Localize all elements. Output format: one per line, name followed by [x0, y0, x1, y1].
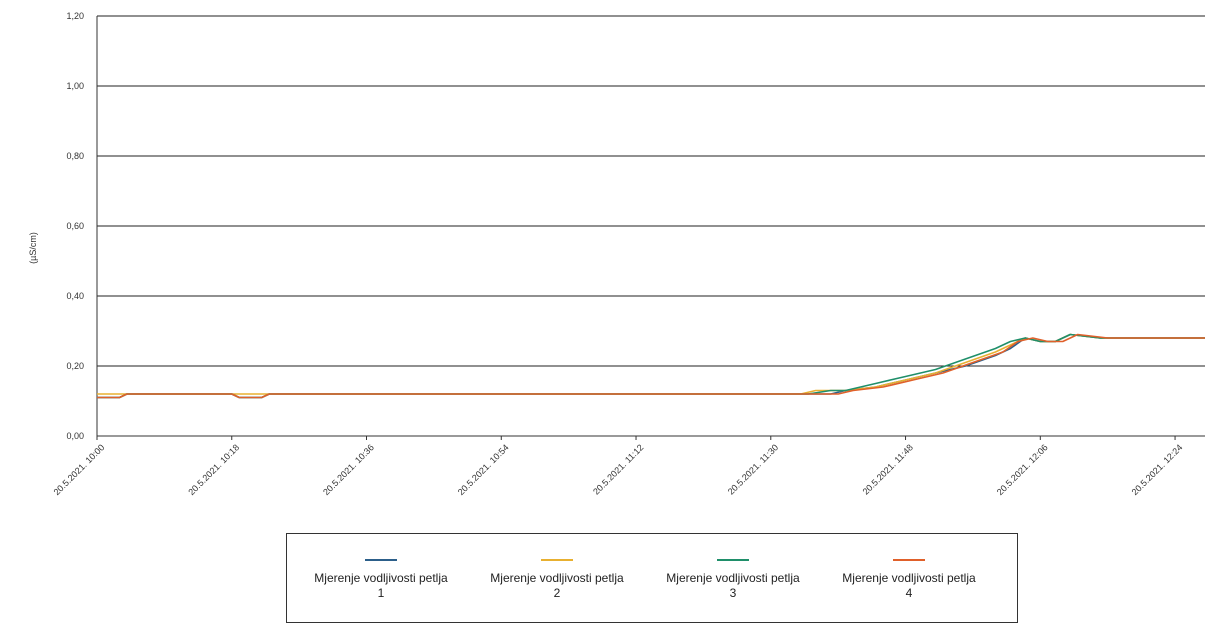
series-line-2: [97, 333, 1205, 395]
legend-label-1-number: 1: [377, 586, 385, 600]
x-axis-ticks: 20.5.2021. 10:00 20.5.2021. 10:18 20.5.202…: [52, 436, 1185, 497]
y-tick-label: 0,80: [66, 151, 84, 161]
x-tick-label: 20.5.2021. 12:24: [1130, 442, 1185, 497]
y-tick-label: 0,20: [66, 361, 84, 371]
x-tick-label: 20.5.2021. 10:54: [456, 442, 511, 497]
series-line-4: [97, 333, 1205, 399]
x-tick-label: 20.5.2021. 10:00: [52, 442, 107, 497]
x-tick-label: 20.5.2021. 11:48: [861, 442, 915, 496]
y-tick-label: 1,00: [66, 81, 84, 91]
x-tick-label: 20.5.2021. 10:18: [186, 442, 241, 497]
gridlines: [96, 15, 1205, 437]
legend: Mjerenje vodljivosti petlja 1 Mjerenje v…: [286, 533, 1018, 623]
legend-label-4: Mjerenje vodljivosti petlja: [842, 571, 976, 585]
legend-item-1: Mjerenje vodljivosti petlja 1: [293, 534, 469, 601]
legend-label-2-number: 2: [553, 586, 561, 600]
legend-label-3: Mjerenje vodljivosti petlja: [666, 571, 800, 585]
legend-label-4-number: 4: [905, 586, 913, 600]
y-tick-label: 1,20: [66, 11, 84, 21]
legend-swatch-3: [717, 559, 749, 561]
x-tick-label: 20.5.2021. 11:12: [591, 442, 645, 496]
x-tick-label: 20.5.2021. 12:06: [995, 442, 1050, 497]
legend-swatch-4: [893, 559, 925, 561]
x-tick-label: 20.5.2021. 11:30: [726, 442, 780, 496]
legend-swatch-2: [541, 559, 573, 561]
y-tick-label: 0,00: [66, 431, 84, 441]
y-tick-label: 0,60: [66, 221, 84, 231]
series-lines: [97, 333, 1205, 399]
legend-label-1: Mjerenje vodljivosti petlja: [314, 571, 448, 585]
y-axis-ticks: 0,00 0,20 0,40 0,60 0,80 1,00 1,20: [66, 11, 84, 441]
legend-item-2: Mjerenje vodljivosti petlja 2: [469, 534, 645, 601]
y-axis-label: (µS/cm): [28, 232, 38, 264]
legend-item-4: Mjerenje vodljivosti petlja 4: [821, 534, 997, 601]
legend-label-3-number: 3: [729, 586, 737, 600]
legend-label-2: Mjerenje vodljivosti petlja: [490, 571, 624, 585]
line-chart: 0,00 0,20 0,40 0,60 0,80 1,00 1,20 20.5.2021. …: [28, 11, 1205, 497]
legend-swatch-1: [365, 559, 397, 561]
legend-item-3: Mjerenje vodljivosti petlja 3: [645, 534, 821, 601]
y-tick-label: 0,40: [66, 291, 84, 301]
x-tick-label: 20.5.2021. 10:36: [321, 442, 376, 497]
